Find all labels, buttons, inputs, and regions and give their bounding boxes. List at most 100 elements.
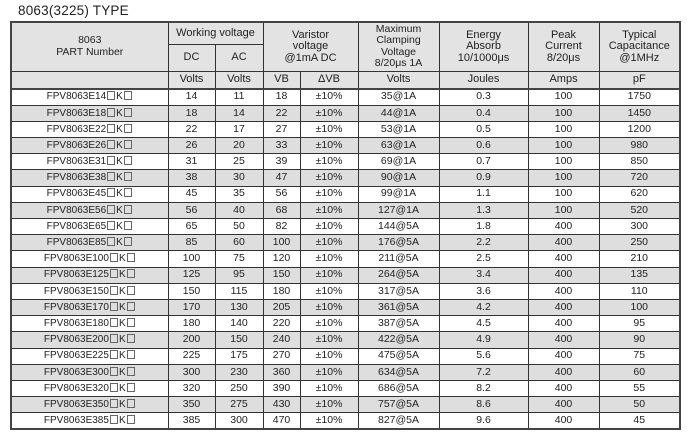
value-cell: 320 [167,379,216,398]
value-cell: 18 [167,104,216,122]
value-cell: 125 [167,266,216,284]
value-cell: 38 [167,169,216,187]
value-cell: 317@5A [357,282,440,300]
value-cell: 50 [214,217,264,236]
value-cell: 200 [167,331,216,349]
value-cell: 1.8 [438,217,529,236]
table-row: FPV8063E38 K 38 30 47 ±10% 90@1A 0.9 100 720 [10,169,681,187]
table-row: FPV8063E85 K 85 60 100 ±10% 176@5A 2.2 400 250 [10,234,681,252]
value-cell: 2.2 [438,234,529,252]
value-cell: 22 [167,120,216,139]
value-cell: ±10% [299,412,359,430]
value-cell: 55 [598,379,681,398]
placeholder-box-icon [109,350,118,360]
value-cell: 980 [598,137,681,155]
placeholder-box-icon [126,334,135,344]
placeholder-box-icon [123,188,132,198]
placeholder-box-icon [123,220,132,230]
header-energy-absorb: Energy Absorb 10/1000μs [438,21,529,72]
table-row: FPV8063E320 K 320 250 390 ±10% 686@5A 8.2 400 55 [10,379,681,398]
part-tolerance-code: K [116,204,123,216]
value-cell: 400 [527,315,600,333]
value-cell: 300 [214,412,264,430]
placeholder-box-icon [109,317,118,327]
value-cell: 475@5A [357,347,440,365]
placeholder-box-icon [109,253,118,263]
value-cell: ±10% [299,88,359,106]
part-number-cell: FPV8063E14 K [10,88,169,106]
value-cell: 270 [262,347,301,365]
part-prefix: FPV8063E45 [46,188,107,200]
unit-cell: Amps [527,70,600,90]
value-cell: 4.9 [438,331,529,349]
part-tolerance-code: K [116,139,123,151]
placeholder-box-icon [123,107,132,117]
value-cell: 0.9 [438,169,529,187]
part-prefix: FPV8063E65 [46,220,107,232]
header-ac: AC [214,43,264,72]
part-prefix: FPV8063E320 [43,382,109,394]
value-cell: ±10% [299,137,359,155]
table-row: FPV8063E150 K 150 115 180 ±10% 317@5A 3.6 400 110 [10,282,681,300]
part-tolerance-code: K [118,269,126,281]
value-cell: ±10% [299,250,359,268]
part-tolerance-code: K [118,301,126,313]
table-row: FPV8063E385 K 385 300 470 ±10% 827@5A 9.6 400 45 [10,412,681,430]
value-cell: 63@1A [357,137,440,155]
value-cell: 9.6 [438,412,529,430]
part-prefix: FPV8063E85 [46,237,107,249]
value-cell: 33 [262,137,301,155]
value-cell: 11 [214,88,264,106]
value-cell: 68 [262,201,301,220]
part-tolerance-code: K [118,366,126,378]
value-cell: 40 [214,201,264,220]
part-number-cell: FPV8063E350 K [10,396,169,414]
placeholder-box-icon [109,382,118,392]
part-prefix: FPV8063E385 [43,415,109,427]
value-cell: 620 [598,185,681,203]
part-prefix: FPV8063E125 [43,269,109,281]
part-number-cell: FPV8063E320 K [10,379,169,398]
value-cell: 17 [214,120,264,139]
value-cell: 100 [527,88,600,106]
placeholder-box-icon [109,269,118,279]
table-row: FPV8063E45 K 45 35 56 ±10% 99@1A 1.1 100 620 [10,185,681,203]
placeholder-box-icon [123,123,132,133]
value-cell: 45 [167,185,216,203]
placeholder-box-icon [107,139,116,149]
value-cell: 400 [527,379,600,398]
unit-cell: Volts [357,70,440,90]
header-part-number: 8063 PART Number [10,21,169,72]
units-row: Volts Volts VB ΔVB Volts Joules Amps pF [10,70,681,90]
table-row: FPV8063E180 K 180 140 220 ±10% 387@5A 4.5 400 95 [10,315,681,333]
value-cell: 205 [262,298,301,317]
part-tolerance-code: K [118,382,126,394]
value-cell: 82 [262,217,301,236]
value-cell: 60 [214,234,264,252]
value-cell: 120 [262,250,301,268]
value-cell: 95 [214,266,264,284]
value-cell: 75 [598,347,681,365]
unit-cell: Joules [438,70,529,90]
placeholder-box-icon [107,156,116,166]
value-cell: 634@5A [357,363,440,381]
value-cell: 100 [167,250,216,268]
value-cell: 170 [167,298,216,317]
value-cell: 225 [167,347,216,365]
value-cell: 230 [214,363,264,381]
value-cell: 180 [167,315,216,333]
part-number-cell: FPV8063E18 K [10,104,169,122]
value-cell: ±10% [299,169,359,187]
placeholder-box-icon [126,398,135,408]
value-cell: 14 [167,88,216,106]
part-tolerance-code: K [118,398,126,410]
unit-cell: ΔVB [299,70,359,90]
part-number-cell: FPV8063E100 K [10,250,169,268]
part-prefix: FPV8063E350 [43,398,109,410]
part-number-cell: FPV8063E385 K [10,412,169,430]
unit-cell: pF [598,70,681,90]
part-number-cell: FPV8063E150 K [10,282,169,300]
value-cell: 100 [527,169,600,187]
value-cell: 110 [598,282,681,300]
table-row: FPV8063E65 K 65 50 82 ±10% 144@5A 1.8 400 300 [10,217,681,236]
